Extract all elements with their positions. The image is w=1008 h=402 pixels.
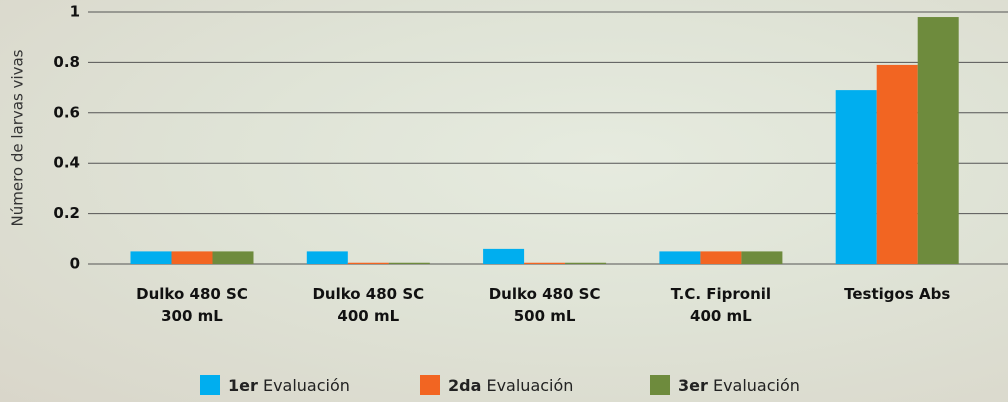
- y-tick-label: 0.6: [53, 103, 80, 121]
- legend-label: 1er Evaluación: [228, 376, 350, 395]
- x-tick-label: Dulko 480 SC 500 mL: [460, 283, 630, 327]
- legend-label: 3er Evaluación: [678, 376, 800, 395]
- bar: [131, 251, 172, 264]
- y-tick-label: 0.2: [53, 204, 80, 222]
- x-tick-label: T.C. Fipronil 400 mL: [636, 283, 806, 327]
- bar: [307, 251, 348, 264]
- bar: [918, 17, 959, 264]
- chart: Número de larvas vivas 0 0.2 0.4 0.6 0.8 1 Du…: [0, 0, 1008, 402]
- x-tick-label: Dulko 480 SC 400 mL: [283, 283, 453, 327]
- legend-label: 2da Evaluación: [448, 376, 573, 395]
- bar: [836, 90, 877, 264]
- legend-swatch: [650, 375, 670, 395]
- bar: [877, 65, 918, 264]
- bar: [172, 251, 213, 264]
- bar: [389, 263, 430, 264]
- bar: [741, 251, 782, 264]
- bar: [213, 251, 254, 264]
- y-tick-label: 1: [70, 3, 80, 21]
- legend-swatch: [200, 375, 220, 395]
- legend-item: 1er Evaluación: [200, 375, 350, 395]
- y-tick-label: 0.4: [53, 154, 80, 172]
- plot: Número de larvas vivas 0 0.2 0.4 0.6 0.8 1: [0, 0, 1008, 402]
- legend-swatch: [420, 375, 440, 395]
- legend-item: 2da Evaluación: [420, 375, 573, 395]
- bar: [659, 251, 700, 264]
- bar: [524, 263, 565, 264]
- y-tick-label: 0: [70, 255, 80, 273]
- x-tick-label: Dulko 480 SC 300 mL: [107, 283, 277, 327]
- legend-item: 3er Evaluación: [650, 375, 800, 395]
- bar: [565, 263, 606, 264]
- bar: [700, 251, 741, 264]
- y-tick-label: 0.8: [53, 53, 80, 71]
- y-axis-label: Número de larvas vivas: [9, 49, 27, 226]
- bar: [348, 263, 389, 264]
- x-tick-label: Testigos Abs: [812, 283, 982, 305]
- bar: [483, 249, 524, 264]
